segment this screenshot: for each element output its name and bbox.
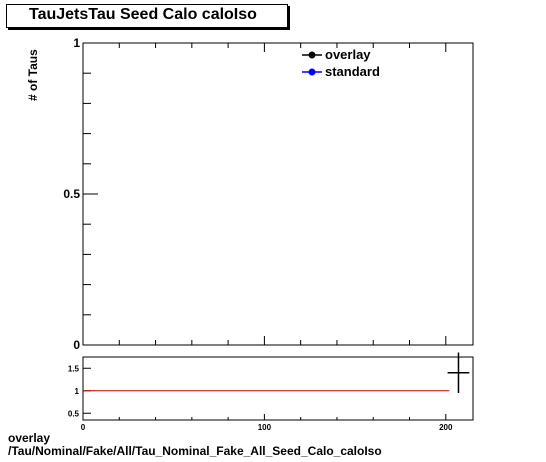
main-y-tick-label: 1 (73, 36, 80, 50)
ratio-y-tick-label: 0.5 (68, 409, 80, 418)
ratio-plot-frame (82, 356, 474, 421)
footer-line-1: overlay (8, 431, 51, 445)
legend-overlay-label: overlay (325, 47, 371, 62)
ratio-data-point (447, 352, 470, 393)
main-y-tick-label: 0.5 (63, 187, 80, 201)
footer: overlay /Tau/Nominal/Fake/All/Tau_Nomina… (8, 432, 382, 458)
legend-standard-marker (308, 68, 316, 76)
ratio-y-tick-label: 1 (75, 387, 80, 396)
main-y-tick-label: 0 (73, 338, 80, 352)
legend-standard-label: standard (325, 64, 380, 79)
legend-overlay-marker (308, 51, 316, 59)
ratio-axis-ticks: 0.5 1 1.5 0 100 200 (68, 364, 453, 432)
ratio-x-tick-label: 0 (81, 423, 86, 432)
main-axis-ticks: 00.51 (63, 36, 447, 352)
ratio-y-tick-label: 1.5 (68, 364, 80, 373)
legend: overlay standard (302, 47, 380, 79)
footer-line-2: /Tau/Nominal/Fake/All/Tau_Nominal_Fake_A… (8, 444, 382, 458)
chart-title-box: TauJetsTau Seed Calo caloIso (6, 4, 288, 28)
main-y-axis-label: # of Taus (26, 49, 40, 101)
chart-title: TauJetsTau Seed Calo caloIso (29, 6, 257, 23)
ratio-x-tick-label: 200 (439, 423, 453, 432)
main-plot-frame (82, 42, 474, 346)
ratio-x-tick-label: 100 (258, 423, 272, 432)
